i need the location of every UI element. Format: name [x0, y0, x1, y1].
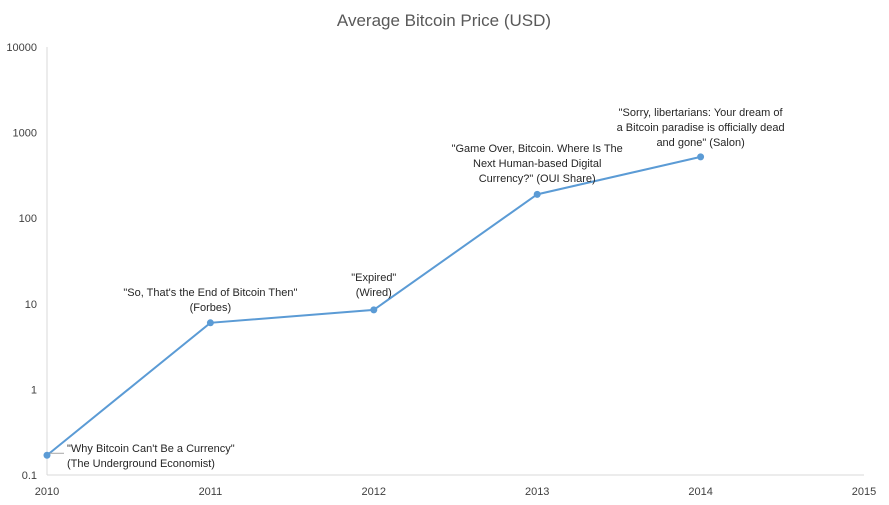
data-point	[533, 190, 541, 198]
annotation-line: (Wired)	[356, 287, 392, 299]
annotation: "Why Bitcoin Can't Be a Currency" (The Un…	[50, 443, 235, 470]
y-tick-label: 10000	[6, 42, 37, 54]
x-tick-label: 2015	[852, 486, 876, 498]
data-point	[43, 451, 51, 459]
data-point	[370, 306, 378, 314]
annotation-line: (Forbes)	[190, 302, 232, 314]
annotation: "Game Over, Bitcoin. Where Is The Next Hu…	[452, 143, 623, 185]
y-tick-label: 1	[31, 384, 37, 396]
annotation: "Sorry, libertarians: Your dream of a Bit…	[617, 107, 785, 149]
annotation-line: "Game Over, Bitcoin. Where Is The	[452, 143, 623, 155]
chart-title: Average Bitcoin Price (USD)	[337, 11, 551, 30]
annotation-line: Next Human-based Digital	[473, 158, 601, 170]
x-tick-label: 2014	[688, 486, 712, 498]
annotation-line: "Sorry, libertarians: Your dream of	[619, 107, 784, 119]
y-tick-label: 0.1	[22, 470, 37, 482]
series-line	[46, 155, 701, 457]
annotation-line: (The Underground Economist)	[67, 458, 215, 470]
data-point	[697, 153, 705, 161]
annotation-line: and gone" (Salon)	[656, 137, 744, 149]
y-tick-label: 1000	[13, 128, 37, 140]
y-tick-label: 100	[19, 213, 37, 225]
y-tick-label: 10	[25, 299, 37, 311]
annotation-line: "Expired"	[351, 272, 396, 284]
x-tick-label: 2013	[525, 486, 549, 498]
annotation-line: "So, That's the End of Bitcoin Then"	[123, 287, 297, 299]
x-tick-label: 2011	[199, 486, 223, 498]
x-tick-label: 2010	[35, 486, 59, 498]
headline-annotations: "Why Bitcoin Can't Be a Currency" (The Un…	[50, 107, 785, 470]
annotation-line: Currency?" (OUI Share)	[479, 173, 596, 185]
price-series	[43, 153, 705, 459]
y-tick-labels: 0.1 1 10 100 1000 10000	[6, 42, 37, 482]
annotation-line: a Bitcoin paradise is officially dead	[617, 122, 785, 134]
annotation: "So, That's the End of Bitcoin Then" (For…	[123, 287, 297, 314]
annotation: "Expired" (Wired)	[351, 272, 396, 299]
annotation-line: "Why Bitcoin Can't Be a Currency"	[67, 443, 235, 455]
data-point	[206, 319, 214, 327]
x-tick-label: 2012	[362, 486, 386, 498]
x-tick-labels: 2010 2011 2012 2013 2014 2015	[35, 486, 876, 498]
